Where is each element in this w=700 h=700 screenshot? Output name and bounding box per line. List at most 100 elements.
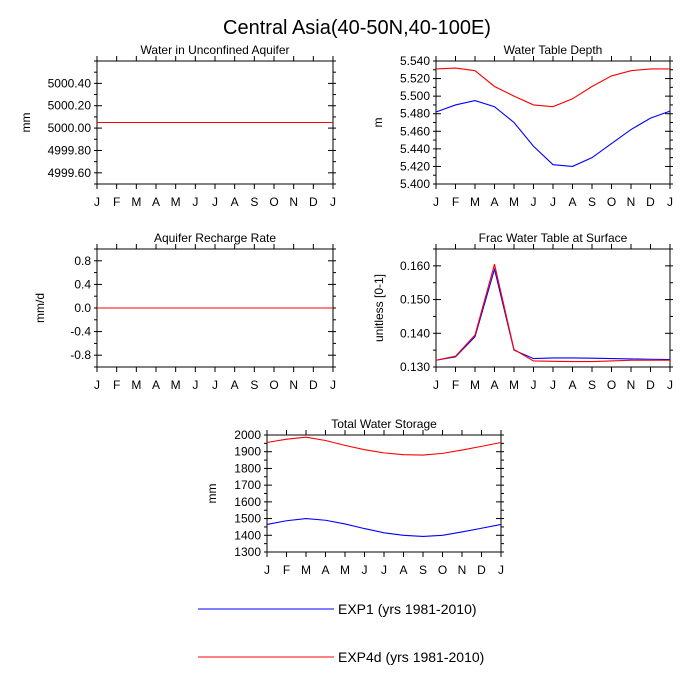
x-tick-label-p4: F bbox=[452, 378, 459, 392]
x-tick-label-p2: M bbox=[509, 195, 519, 209]
x-tick-label-p1: F bbox=[113, 195, 120, 209]
x-tick-label-p3: S bbox=[250, 378, 258, 392]
y-tick-label-p1: 4999.60 bbox=[48, 166, 92, 180]
x-tick-label-p5: J bbox=[498, 563, 504, 577]
chart-panel-p5: Total Water Storage mm 1300 1400 1500 1600 170… bbox=[205, 417, 504, 577]
x-tick-label-p4: M bbox=[509, 378, 519, 392]
legend-label-exp4d: EXP4d (yrs 1981-2010) bbox=[338, 649, 484, 665]
x-tick-label-p3: J bbox=[330, 378, 336, 392]
chart-panel-p2: Water Table Depth m 5.400 5.420 5.440 5.460 5.… bbox=[371, 43, 673, 209]
y-tick-label-p1: 5000.20 bbox=[48, 99, 92, 113]
panel-title-p5: Total Water Storage bbox=[331, 417, 437, 431]
series-line-exp4d-p5 bbox=[266, 436, 502, 456]
y-tick-label-p3: 0.8 bbox=[74, 254, 91, 268]
y-axis-label-p3: mm/d bbox=[33, 293, 47, 323]
y-axis-label-p2: m bbox=[371, 118, 385, 128]
y-tick-label-p1: 5000.40 bbox=[48, 76, 92, 90]
legend: EXP1 (yrs 1981-2010) EXP4d (yrs 1981-201… bbox=[198, 601, 484, 665]
x-tick-label-p2: S bbox=[588, 195, 596, 209]
y-tick-label-p2: 5.420 bbox=[400, 159, 430, 173]
x-tick-label-p1: S bbox=[250, 195, 258, 209]
y-tick-label-p2: 5.400 bbox=[400, 177, 430, 191]
y-tick-label-p2: 5.480 bbox=[400, 107, 430, 121]
y-tick-label-p4: 0.150 bbox=[400, 293, 430, 307]
x-tick-label-p5: S bbox=[419, 563, 427, 577]
x-tick-label-p1: J bbox=[330, 195, 336, 209]
x-tick-label-p4: D bbox=[646, 378, 655, 392]
panel-title-p3: Aquifer Recharge Rate bbox=[154, 231, 276, 245]
y-tick-label-p5: 1700 bbox=[234, 478, 261, 492]
x-tick-label-p1: N bbox=[289, 195, 298, 209]
x-tick-label-p1: D bbox=[309, 195, 318, 209]
x-tick-label-p4: J bbox=[531, 378, 537, 392]
x-tick-label-p2: O bbox=[607, 195, 616, 209]
x-tick-label-p1: J bbox=[212, 195, 218, 209]
x-tick-label-p5: O bbox=[438, 563, 447, 577]
x-tick-label-p2: J bbox=[550, 195, 556, 209]
y-axis-label-p1: mm bbox=[19, 113, 33, 133]
y-tick-label-p3: 0.4 bbox=[74, 277, 91, 291]
x-tick-label-p5: J bbox=[381, 563, 387, 577]
x-tick-label-p3: D bbox=[309, 378, 318, 392]
x-tick-label-p1: A bbox=[152, 195, 160, 209]
chart-panels: Water in Unconfined Aquifer mm 4999.60 4999… bbox=[19, 43, 673, 577]
y-tick-label-p5: 2000 bbox=[234, 428, 261, 442]
x-tick-label-p2: D bbox=[646, 195, 655, 209]
x-tick-label-p4: S bbox=[588, 378, 596, 392]
chart-panel-p3: Aquifer Recharge Rate mm/d -0.8 -0.4 0.0 0.4 0… bbox=[33, 231, 336, 392]
series-line-exp1-p5 bbox=[266, 518, 502, 538]
x-tick-label-p5: N bbox=[458, 563, 467, 577]
x-tick-label-p2: F bbox=[452, 195, 459, 209]
y-tick-label-p2: 5.500 bbox=[400, 89, 430, 103]
x-tick-label-p2: M bbox=[470, 195, 480, 209]
y-tick-label-p1: 4999.80 bbox=[48, 143, 92, 157]
y-tick-label-p5: 1300 bbox=[234, 545, 261, 559]
figure-title: Central Asia(40-50N,40-100E) bbox=[223, 17, 491, 39]
panel-title-p4: Frac Water Table at Surface bbox=[479, 231, 628, 245]
y-tick-label-p3: 0.0 bbox=[74, 301, 91, 315]
y-tick-label-p3: -0.4 bbox=[70, 325, 91, 339]
x-tick-label-p1: A bbox=[231, 195, 239, 209]
x-tick-label-p3: J bbox=[94, 378, 100, 392]
x-tick-label-p5: A bbox=[399, 563, 407, 577]
y-axis-label-p5: mm bbox=[205, 484, 219, 504]
y-tick-label-p2: 5.520 bbox=[400, 72, 430, 86]
y-tick-label-p2: 5.440 bbox=[400, 142, 430, 156]
series-line-exp4d-p2 bbox=[435, 67, 670, 108]
x-tick-label-p1: J bbox=[192, 195, 198, 209]
x-tick-label-p1: O bbox=[269, 195, 278, 209]
x-tick-label-p4: N bbox=[627, 378, 636, 392]
x-tick-label-p4: A bbox=[490, 378, 498, 392]
x-tick-label-p3: J bbox=[212, 378, 218, 392]
x-tick-label-p5: A bbox=[321, 563, 329, 577]
x-tick-label-p4: A bbox=[568, 378, 576, 392]
y-tick-label-p5: 1800 bbox=[234, 461, 261, 475]
y-tick-label-p5: 1500 bbox=[234, 512, 261, 526]
x-tick-label-p1: M bbox=[171, 195, 181, 209]
series-line-exp1-p4 bbox=[435, 267, 671, 361]
y-tick-label-p2: 5.460 bbox=[400, 124, 430, 138]
x-tick-label-p2: J bbox=[433, 195, 439, 209]
y-tick-label-p1: 5000.00 bbox=[48, 121, 92, 135]
x-tick-label-p3: N bbox=[289, 378, 298, 392]
y-tick-label-p4: 0.140 bbox=[400, 326, 430, 340]
x-tick-label-p3: A bbox=[231, 378, 239, 392]
y-tick-label-p5: 1600 bbox=[234, 495, 261, 509]
x-tick-label-p2: N bbox=[627, 195, 636, 209]
chart-panel-p4: Frac Water Table at Surface unitless [0-1… bbox=[372, 231, 673, 392]
series-line-exp1-p2 bbox=[435, 99, 671, 167]
chart-panel-p1: Water in Unconfined Aquifer mm 4999.60 4999… bbox=[19, 43, 336, 209]
x-tick-label-p3: M bbox=[171, 378, 181, 392]
x-tick-label-p5: M bbox=[340, 563, 350, 577]
y-tick-label-p4: 0.130 bbox=[400, 360, 430, 374]
x-tick-label-p4: O bbox=[607, 378, 616, 392]
series-line-exp4d-p4 bbox=[435, 264, 670, 363]
x-tick-label-p5: J bbox=[362, 563, 368, 577]
y-tick-label-p3: -0.8 bbox=[70, 348, 91, 362]
x-tick-label-p5: M bbox=[301, 563, 311, 577]
x-tick-label-p3: M bbox=[131, 378, 141, 392]
x-tick-label-p5: F bbox=[283, 563, 290, 577]
y-tick-label-p5: 1400 bbox=[234, 528, 261, 542]
x-tick-label-p5: D bbox=[477, 563, 486, 577]
